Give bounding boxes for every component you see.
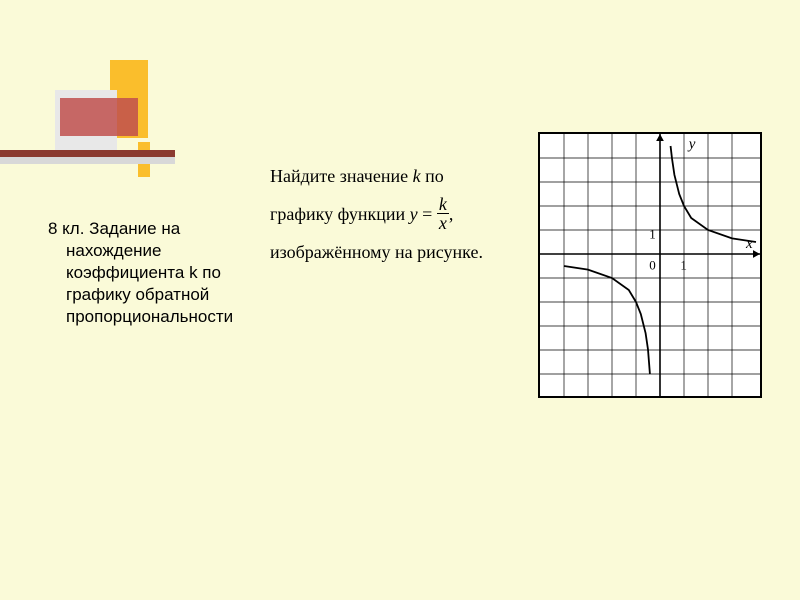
svg-text:x: x bbox=[745, 236, 753, 252]
task-line3: коэффициента k по bbox=[66, 263, 221, 282]
svg-text:y: y bbox=[687, 136, 696, 152]
task-line1: 8 кл. Задание на bbox=[48, 219, 180, 238]
problem-k-var: k bbox=[413, 166, 421, 186]
task-line5: пропорциональности bbox=[66, 307, 233, 326]
corner-decoration bbox=[0, 50, 200, 210]
problem-fraction: kx bbox=[437, 195, 449, 232]
problem-line2: графику функции y = kx, bbox=[270, 196, 540, 234]
problem-eq: = bbox=[418, 204, 437, 224]
slide: 8 кл. Задание на нахождение коэффициента… bbox=[0, 0, 800, 600]
chart-panel: 0 1 1 x y bbox=[538, 132, 762, 398]
svg-text:0: 0 bbox=[649, 258, 656, 273]
task-line4: графику обратной bbox=[66, 285, 209, 304]
svg-text:1: 1 bbox=[680, 258, 687, 273]
problem-frac-den: x bbox=[437, 214, 449, 232]
problem-l2-prefix: графику функции bbox=[270, 204, 410, 224]
task-line2: нахождение bbox=[66, 241, 162, 260]
problem-y-var: y bbox=[410, 204, 418, 224]
problem-line3: изображённому на рисунке. bbox=[270, 234, 540, 272]
problem-line1: Найдите значение k по bbox=[270, 158, 540, 196]
task-description: 8 кл. Задание на нахождение коэффициента… bbox=[48, 218, 258, 328]
problem-frac-num: k bbox=[437, 195, 449, 214]
problem-l2-suffix: , bbox=[449, 204, 454, 224]
problem-l1-suffix: по bbox=[421, 166, 444, 186]
problem-l1-prefix: Найдите значение bbox=[270, 166, 413, 186]
hyperbola-chart: 0 1 1 x y bbox=[540, 134, 760, 396]
svg-text:1: 1 bbox=[649, 226, 656, 241]
problem-statement: Найдите значение k по графику функции y … bbox=[270, 158, 540, 272]
